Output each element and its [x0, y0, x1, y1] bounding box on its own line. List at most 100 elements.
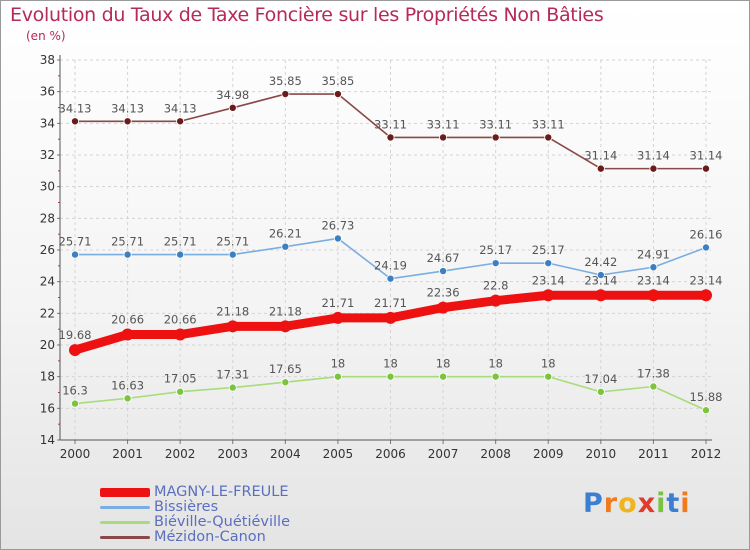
data-label-mezidon: 35.85	[321, 74, 354, 88]
data-label-mezidon: 34.13	[59, 101, 92, 115]
x-tick-label: 2006	[375, 447, 406, 461]
data-label-mezidon: 31.14	[637, 149, 670, 163]
data-point-bieville	[649, 382, 658, 391]
data-label-bissieres: 25.17	[532, 243, 565, 257]
logo-letter: o	[618, 488, 638, 519]
data-point-bissieres	[596, 271, 605, 280]
data-label-bissieres: 25.71	[164, 235, 197, 249]
data-point-bieville	[71, 399, 80, 408]
y-tick-label: 32	[40, 148, 55, 162]
legend-swatch-magny	[100, 488, 150, 497]
y-tick-label: 18	[40, 370, 55, 384]
data-point-bissieres	[71, 250, 80, 259]
data-label-bieville: 18	[331, 357, 346, 371]
data-label-bieville: 17.05	[164, 372, 197, 386]
data-label-bissieres: 25.17	[479, 243, 512, 257]
data-point-bissieres	[439, 267, 448, 276]
data-label-bissieres: 24.42	[584, 255, 617, 269]
legend-label-bieville: Biéville-Quétiéville	[154, 514, 290, 530]
data-point-bieville	[596, 387, 605, 396]
legend-label-magny: MAGNY-LE-FREULE	[154, 484, 289, 500]
legend-swatch-bieville	[100, 521, 150, 524]
data-label-bissieres: 24.19	[374, 259, 407, 273]
data-point-bieville	[333, 372, 342, 381]
data-label-bissieres: 26.16	[690, 227, 723, 241]
data-label-bieville: 18	[383, 357, 398, 371]
data-point-magny	[594, 289, 607, 302]
data-point-mezidon	[596, 164, 605, 173]
legend-swatch-bissieres	[100, 506, 150, 509]
proxiti-logo: Proxiti	[583, 488, 691, 519]
y-tick-label: 30	[40, 180, 55, 194]
data-point-bieville	[702, 406, 711, 415]
data-point-bissieres	[333, 234, 342, 243]
data-point-bieville	[123, 394, 132, 403]
y-tick-label: 28	[40, 211, 55, 225]
data-label-mezidon: 31.14	[584, 149, 617, 163]
data-label-magny: 20.66	[164, 313, 197, 327]
legend-label-mezidon: Mézidon-Canon	[154, 529, 266, 545]
y-tick-label: 14	[40, 433, 55, 447]
data-label-magny: 19.68	[59, 328, 92, 342]
data-point-bissieres	[702, 243, 711, 252]
data-point-mezidon	[649, 164, 658, 173]
data-point-bieville	[439, 372, 448, 381]
data-point-magny	[489, 294, 502, 307]
chart-subtitle: (en %)	[26, 29, 66, 43]
data-point-mezidon	[491, 133, 500, 142]
data-label-mezidon: 33.11	[479, 117, 512, 131]
y-tick-label: 20	[40, 338, 55, 352]
data-label-bieville: 17.65	[269, 362, 302, 376]
x-tick-label: 2005	[323, 447, 354, 461]
x-tick-label: 2001	[112, 447, 143, 461]
data-label-bissieres: 26.21	[269, 227, 302, 241]
data-point-bieville	[491, 372, 500, 381]
data-point-magny	[121, 328, 134, 341]
data-point-bieville	[281, 378, 290, 387]
data-label-bieville: 17.04	[584, 372, 617, 386]
data-point-magny	[437, 301, 450, 314]
data-point-bissieres	[228, 250, 237, 259]
data-point-bieville	[228, 383, 237, 392]
x-tick-label: 2010	[586, 447, 617, 461]
x-tick-label: 2000	[60, 447, 91, 461]
data-point-bissieres	[491, 259, 500, 268]
data-label-bissieres: 25.71	[111, 235, 144, 249]
x-tick-label: 2004	[270, 447, 301, 461]
chart-title: Evolution du Taux de Taxe Foncière sur l…	[10, 4, 604, 26]
data-label-bieville: 17.38	[637, 366, 670, 380]
data-label-magny: 22.8	[483, 279, 509, 293]
data-point-magny	[226, 320, 239, 333]
logo-letter: x	[637, 488, 657, 519]
data-label-magny: 23.14	[690, 273, 723, 287]
logo-letter: P	[583, 488, 604, 519]
data-label-mezidon: 34.13	[164, 101, 197, 115]
data-point-mezidon	[386, 133, 395, 142]
y-tick-label: 24	[40, 275, 55, 289]
data-point-mezidon	[228, 103, 237, 112]
data-label-magny: 21.18	[216, 304, 249, 318]
data-point-bissieres	[386, 274, 395, 283]
logo-letter: r	[603, 488, 619, 519]
data-point-magny	[700, 289, 712, 302]
x-tick-label: 2007	[428, 447, 459, 461]
data-point-bissieres	[281, 242, 290, 251]
y-tick-label: 36	[40, 85, 55, 99]
data-label-bieville: 18	[436, 357, 451, 371]
data-point-mezidon	[123, 117, 132, 126]
x-tick-label: 2012	[691, 447, 722, 461]
data-label-mezidon: 31.14	[690, 149, 723, 163]
data-label-bieville: 16.3	[62, 384, 88, 398]
data-label-magny: 20.66	[111, 313, 144, 327]
data-point-mezidon	[71, 117, 80, 126]
x-tick-label: 2008	[480, 447, 511, 461]
data-point-mezidon	[333, 90, 342, 99]
data-point-mezidon	[281, 90, 290, 99]
data-label-mezidon: 33.11	[427, 117, 460, 131]
data-label-mezidon: 35.85	[269, 74, 302, 88]
data-label-magny: 22.36	[427, 286, 460, 300]
logo-letter: i	[680, 488, 691, 519]
data-label-magny: 21.71	[321, 296, 354, 310]
data-point-mezidon	[439, 133, 448, 142]
